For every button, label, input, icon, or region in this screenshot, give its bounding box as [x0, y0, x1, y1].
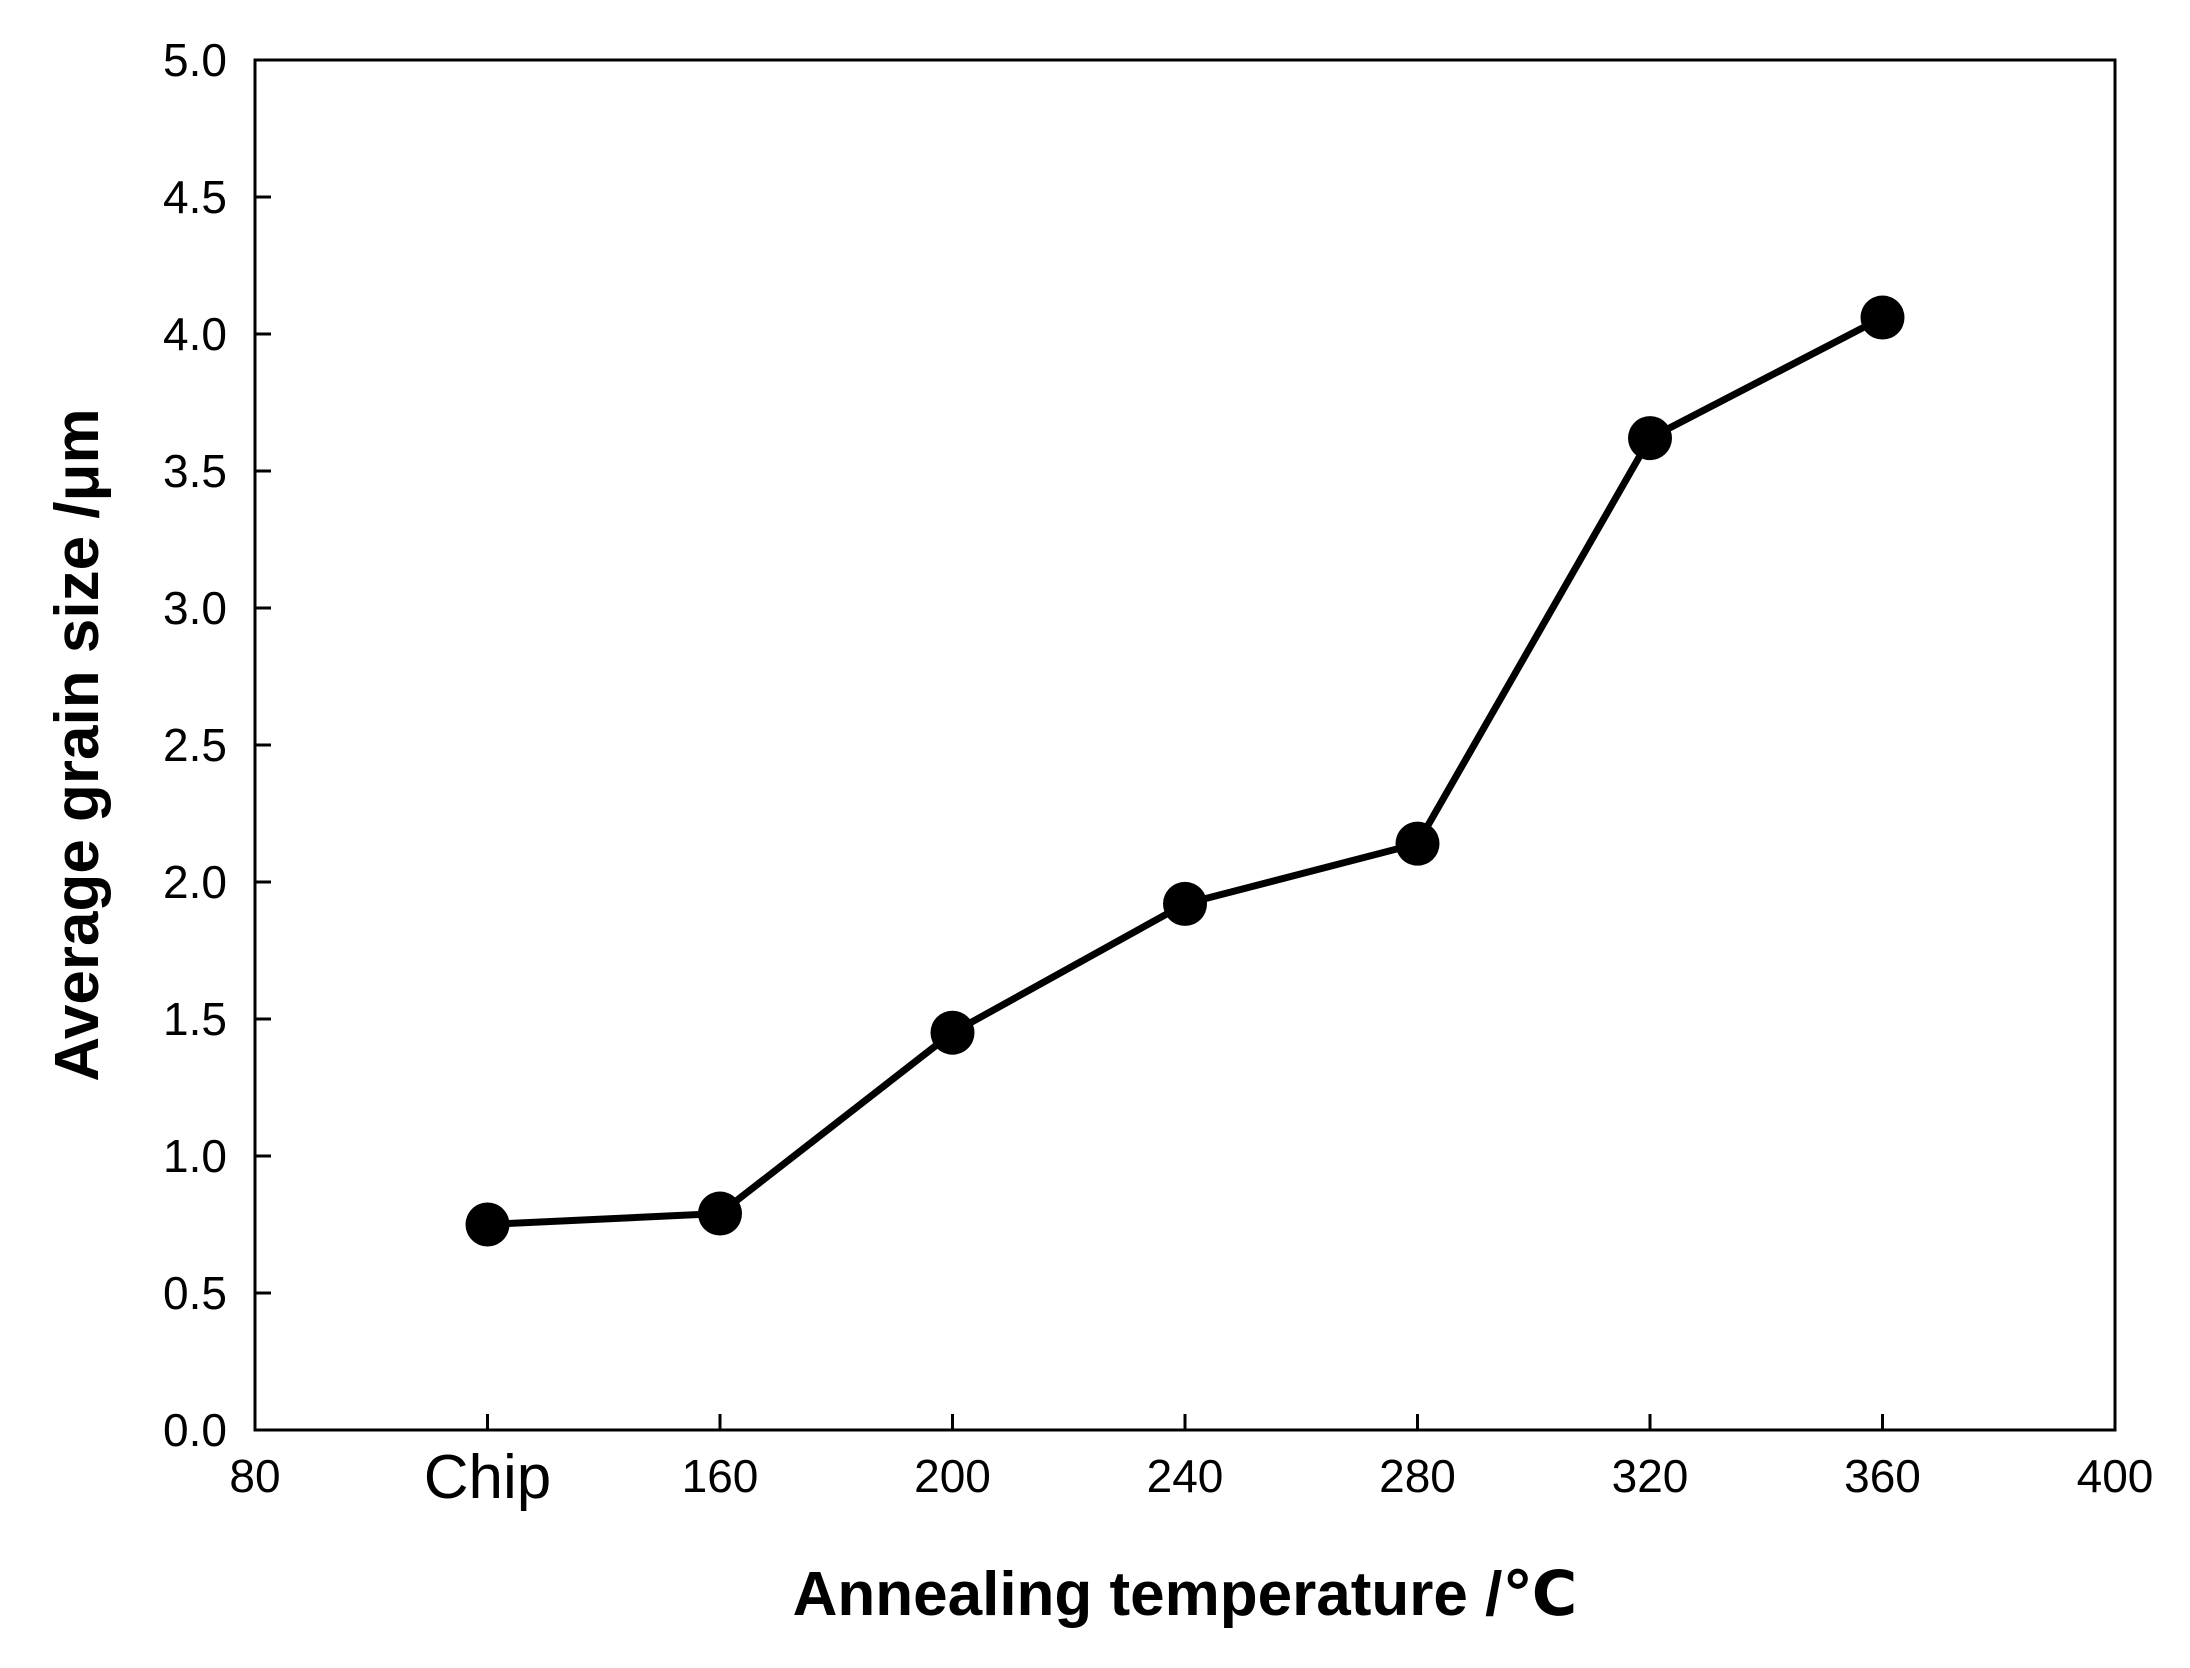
y-tick-label: 0.0 [163, 1404, 227, 1456]
y-tick-label: 1.0 [163, 1130, 227, 1182]
y-tick-label: 3.0 [163, 582, 227, 634]
series-line [487, 314, 1885, 1228]
data-point [1395, 821, 1440, 866]
y-tick-label: 2.0 [163, 856, 227, 908]
data-point [465, 1202, 510, 1247]
x-axis-title: Annealing temperature /℃ [793, 1560, 1578, 1629]
y-tick-label: 3.5 [163, 445, 227, 497]
y-tick-label: 4.5 [163, 171, 227, 223]
x-tick-label: 80 [229, 1450, 280, 1502]
y-tick-label: 1.5 [163, 993, 227, 1045]
data-point [1860, 295, 1905, 340]
x-tick-label: 240 [1147, 1450, 1224, 1502]
x-tick-label: 200 [914, 1450, 991, 1502]
data-point [1163, 881, 1207, 926]
y-axis-ticks: 0.0 0.5 1.0 1.5 2.0 2.5 3.0 3.5 4.0 4.5 5.0 [163, 34, 271, 1456]
y-tick-label: 0.5 [163, 1267, 227, 1319]
x-tick-label: 280 [1379, 1450, 1456, 1502]
data-point [698, 1191, 742, 1236]
x-axis-ticks: 80 Chip 160 200 240 280 320 360 400 [229, 1414, 2153, 1512]
data-point [1628, 416, 1672, 461]
x-tick-label: 320 [1612, 1450, 1689, 1502]
x-tick-label: 400 [2077, 1450, 2154, 1502]
y-tick-label: 4.0 [163, 308, 227, 360]
y-axis-title: Average grain size /μm [43, 408, 112, 1081]
data-point [930, 1010, 975, 1055]
y-tick-label: 5.0 [163, 34, 227, 86]
x-tick-label: 360 [1844, 1450, 1921, 1502]
series-group [465, 295, 1905, 1247]
x-tick-label: Chip [424, 1443, 552, 1512]
x-tick-label: 160 [682, 1450, 759, 1502]
y-tick-label: 2.5 [163, 719, 227, 771]
